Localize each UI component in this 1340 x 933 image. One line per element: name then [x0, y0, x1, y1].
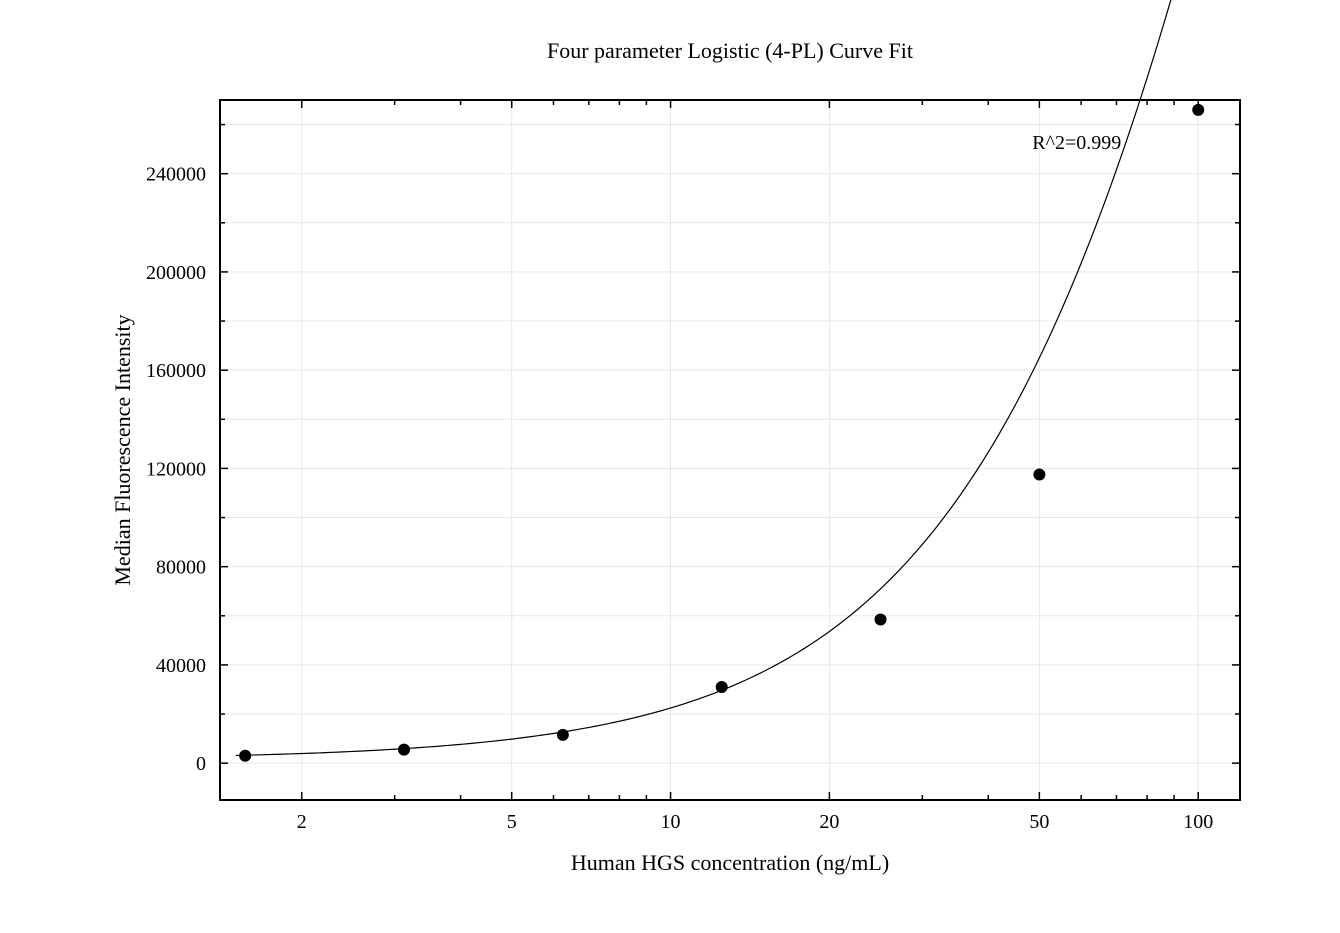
fit-curve [236, 0, 1207, 755]
data-point [398, 744, 410, 756]
x-tick-label: 2 [297, 811, 307, 833]
y-tick-label: 40000 [156, 655, 206, 677]
y-tick-label: 0 [196, 753, 206, 775]
chart-title: Four parameter Logistic (4-PL) Curve Fit [547, 38, 913, 63]
y-tick-label: 120000 [146, 458, 206, 480]
axis-ticks [220, 100, 1240, 800]
data-point [1033, 469, 1045, 481]
x-tick-label: 20 [819, 811, 839, 833]
r-squared-annotation: R^2=0.999 [1032, 132, 1121, 154]
data-point [1192, 104, 1204, 116]
data-point [875, 613, 887, 625]
x-tick-label: 5 [507, 811, 517, 833]
data-point [239, 750, 251, 762]
x-tick-label: 50 [1029, 811, 1049, 833]
x-tick-label: 100 [1183, 811, 1213, 833]
y-axis-label: Median Fluorescence Intensity [110, 314, 135, 585]
y-tick-label: 200000 [146, 262, 206, 284]
y-tick-label: 160000 [146, 360, 206, 382]
chart-svg: 2 5 10 20 50 100 0 40000 80000 120000 160000 200000… [0, 0, 1340, 933]
plot-border [220, 100, 1240, 800]
y-tick-label: 240000 [146, 164, 206, 186]
grid [220, 100, 1240, 800]
data-point [557, 729, 569, 741]
chart-container: 2 5 10 20 50 100 0 40000 80000 120000 160000 200000… [0, 0, 1340, 933]
data-points [239, 104, 1204, 762]
data-point [716, 681, 728, 693]
y-tick-label: 80000 [156, 557, 206, 579]
x-axis-label: Human HGS concentration (ng/mL) [571, 850, 889, 875]
tick-labels: 2 5 10 20 50 100 0 40000 80000 120000 160000 200000… [146, 164, 1213, 833]
x-tick-label: 10 [661, 811, 681, 833]
